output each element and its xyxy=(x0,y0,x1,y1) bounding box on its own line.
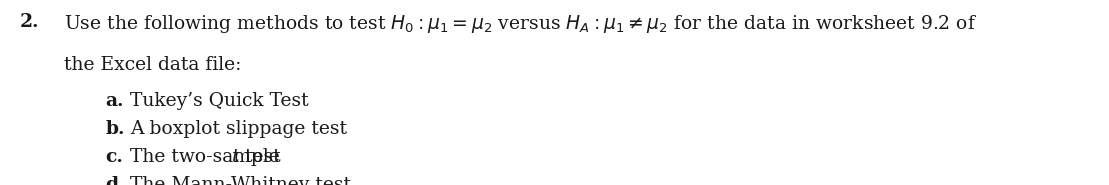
Text: t: t xyxy=(232,148,240,166)
Text: Tukey’s Quick Test: Tukey’s Quick Test xyxy=(130,92,308,110)
Text: the Excel data file:: the Excel data file: xyxy=(64,56,242,73)
Text: 2.: 2. xyxy=(20,13,40,31)
Text: d.: d. xyxy=(105,176,125,185)
Text: A boxplot slippage test: A boxplot slippage test xyxy=(130,120,347,138)
Text: c.: c. xyxy=(105,148,123,166)
Text: The Mann-Whitney test: The Mann-Whitney test xyxy=(130,176,350,185)
Text: b.: b. xyxy=(105,120,125,138)
Text: a.: a. xyxy=(105,92,124,110)
Text: Use the following methods to test $H_0 : \mu_1 = \mu_2$ versus $H_A : \mu_1 \neq: Use the following methods to test $H_0 :… xyxy=(64,13,977,35)
Text: test: test xyxy=(238,148,281,166)
Text: The two-sample: The two-sample xyxy=(130,148,285,166)
